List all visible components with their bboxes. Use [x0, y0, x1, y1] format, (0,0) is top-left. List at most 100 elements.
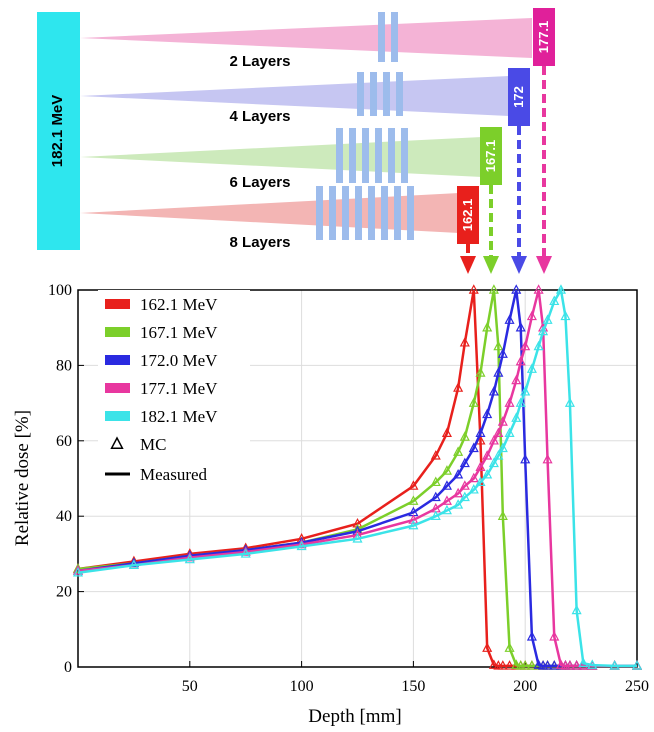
x-tick-label: 200: [513, 678, 537, 695]
mc-marker: [184, 553, 195, 564]
layer-blocks: [316, 12, 414, 240]
energy-label: 162.1: [460, 199, 475, 232]
mc-marker: [511, 412, 522, 422]
mc-marker: [493, 450, 504, 460]
mc-marker: [578, 657, 589, 667]
mc-marker: [564, 660, 575, 670]
energy-label: 167.1: [483, 140, 498, 173]
source-energy: 182.1 MeV: [49, 95, 66, 168]
plot-frame: [77, 289, 638, 668]
mc-marker: [542, 453, 553, 464]
y-tick-label: 40: [56, 508, 72, 525]
y-tick-label: 100: [48, 282, 72, 299]
mc-marker: [441, 504, 452, 515]
mc-marker: [488, 284, 499, 294]
mc-marker: [526, 310, 537, 321]
mc-marker: [184, 551, 195, 562]
mc-marker: [515, 321, 526, 332]
mc-marker: [453, 487, 464, 498]
mc-marker: [441, 465, 452, 475]
mc-marker: [459, 431, 470, 441]
y-tick-label: 60: [56, 433, 72, 450]
mc-marker: [441, 480, 452, 490]
mc-marker: [571, 604, 582, 615]
mc-marker: [533, 659, 544, 669]
mc-marker: [515, 397, 526, 407]
mc-marker: [504, 314, 515, 324]
mc-marker: [488, 659, 499, 669]
beam-wedge: [80, 18, 532, 58]
x-axis-label: Depth [mm]: [308, 706, 401, 727]
mc-marker: [564, 397, 575, 407]
mc-marker: [482, 321, 493, 332]
plot: 0 20 40 60 80 100 50 100 150 200 250 162.1 MeV 167.1…: [48, 282, 649, 695]
mc-marker: [475, 461, 486, 471]
mc-marker: [560, 310, 571, 321]
mc-marker: [542, 314, 553, 324]
energy-label: 177.1: [536, 21, 551, 54]
mc-marker: [468, 397, 479, 407]
x-tick-label: 100: [290, 678, 314, 695]
mc-marker: [515, 355, 526, 366]
mc-marker: [526, 660, 537, 670]
legend: 162.1 MeV 167.1 MeV 172.0 MeV 177.1 MeV 182.…: [98, 290, 250, 490]
mc-marker: [497, 416, 508, 426]
mc-marker: [631, 660, 643, 670]
beam-wedge: [80, 76, 510, 116]
x-tick-label: 50: [182, 678, 198, 695]
legend-label: MC: [140, 435, 166, 454]
mc-marker: [493, 340, 504, 351]
mc-marker: [475, 476, 486, 487]
y-tick-label: 20: [56, 584, 72, 601]
mc-marker: [571, 660, 582, 670]
legend-label: 172.0 MeV: [140, 351, 218, 370]
y-tick-label: 80: [56, 357, 72, 374]
beam-wedge: [80, 193, 459, 233]
mc-marker: [497, 442, 508, 453]
mc-marker: [240, 546, 251, 556]
legend-label: Measured: [140, 465, 208, 484]
mc-marker: [430, 450, 441, 460]
mc-marker: [520, 340, 531, 351]
mc-marker: [453, 446, 464, 456]
mc-marker: [240, 548, 251, 558]
mc-marker: [459, 480, 470, 490]
mc-marker: [520, 660, 531, 670]
mc-marker: [511, 374, 522, 385]
x-tick-label: 150: [401, 678, 425, 695]
mc-marker: [488, 435, 499, 445]
layers-label: 2 Layers: [230, 53, 291, 70]
mc-marker: [504, 427, 515, 438]
mc-marker: [408, 514, 419, 524]
legend-label: 177.1 MeV: [140, 379, 218, 398]
mc-marker: [511, 284, 522, 294]
mc-marker: [533, 284, 544, 294]
mc-marker: [441, 495, 452, 505]
mc-marker: [520, 453, 531, 464]
mc-marker: [497, 510, 508, 520]
mc-marker: [459, 491, 470, 502]
legend-swatch: [110, 436, 124, 449]
mc-marker: [578, 660, 589, 670]
mc-marker: [482, 642, 493, 652]
mc-marker: [482, 468, 493, 479]
mc-marker: [526, 631, 537, 641]
mc-marker: [475, 427, 486, 438]
mc-marker: [497, 348, 508, 358]
mc-marker: [430, 510, 441, 520]
mc-marker: [555, 659, 567, 669]
mc-marker: [128, 559, 139, 569]
beam-wedge: [80, 137, 482, 177]
mc-marker: [587, 659, 598, 669]
mc-marker: [468, 484, 479, 494]
mc-marker: [128, 557, 139, 568]
mc-marker: [511, 659, 522, 669]
mc-marker: [453, 499, 464, 509]
legend-label: 182.1 MeV: [140, 407, 218, 426]
mc-marker: [468, 442, 479, 453]
mc-marker: [296, 540, 307, 551]
mc-marker: [296, 538, 307, 549]
diagram: 182.1 MeV 2 Layers 4 Layers 6 Layers 8 L…: [37, 8, 555, 274]
mc-marker: [459, 457, 470, 468]
